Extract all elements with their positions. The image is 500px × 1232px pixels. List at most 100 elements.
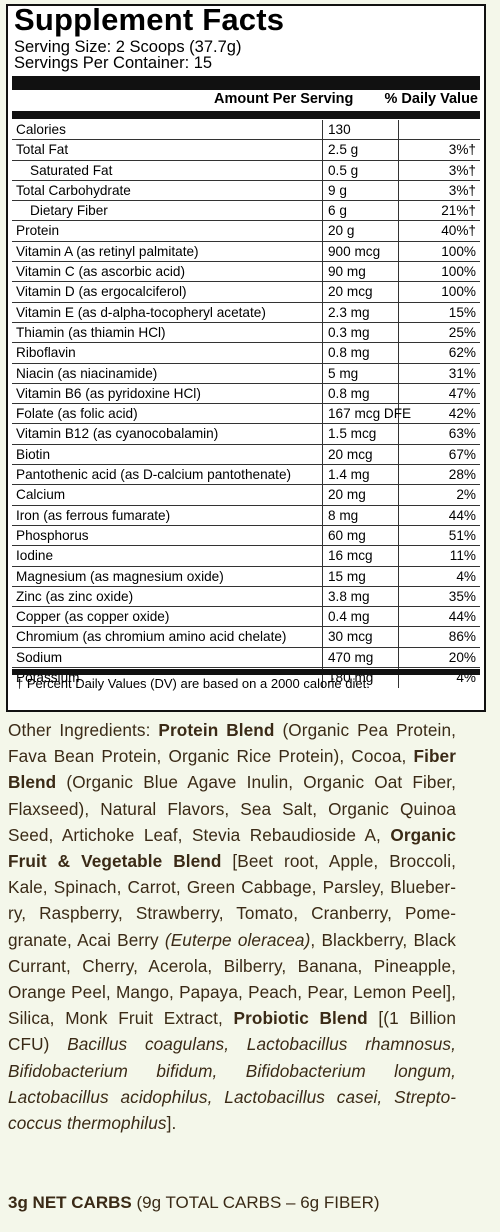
ingredient-text: [(1 Billion CFU) <box>8 1008 456 1055</box>
nutrient-daily-value: 3%† <box>448 162 476 178</box>
ingredient-text: [Beet root, Apple, Broccoli, Kale, Spina… <box>8 851 457 950</box>
nutrient-amount: 20 mcg <box>328 284 373 300</box>
nutrient-daily-value: 100% <box>441 243 476 259</box>
nutrient-amount: 90 mg <box>328 264 366 280</box>
nutrient-row: Zinc (as zinc oxide) 3.8 mg 35% <box>12 587 480 608</box>
nutrient-amount: 1.5 mcg <box>328 426 377 442</box>
nutrient-amount: 60 mg <box>328 527 366 543</box>
nutrient-daily-value: 42% <box>448 406 476 422</box>
nutrient-name: Total Fat <box>16 142 69 158</box>
nutrient-daily-value: 4% <box>456 568 476 584</box>
ingredient-blend-name: Protein Blend <box>158 720 275 740</box>
nutrient-name: Iron (as ferrous fumarate) <box>16 507 171 523</box>
nutrient-amount: 0.3 mg <box>328 324 370 340</box>
nutrient-amount: 9 g <box>328 182 347 198</box>
nutrient-daily-value: 67% <box>448 446 476 462</box>
nutrient-row: Sodium 470 mg 20% <box>12 648 480 669</box>
nutrient-name: Folate (as folic acid) <box>16 406 138 422</box>
ingredient-blend-name: Fiber Blend <box>8 746 456 793</box>
nutrient-row: Vitamin C (as ascorbic acid) 90 mg 100% <box>12 262 480 283</box>
nutrient-amount: 470 mg <box>328 649 374 665</box>
nutrient-amount: 5 mg <box>328 365 359 381</box>
ingredient-text: (Organic Pea Protein, Fava Bean Protein,… <box>8 720 456 767</box>
thick-divider <box>12 76 480 90</box>
nutrient-daily-value: 40%† <box>441 223 476 239</box>
nutrient-name: Biotin <box>16 446 51 462</box>
nutrient-daily-value: 3%† <box>448 142 476 158</box>
nutrient-daily-value: 44% <box>448 507 476 523</box>
nutrient-row: Vitamin A (as retinyl palmitate) 900 mcg 1… <box>12 242 480 263</box>
nutrient-daily-value: 15% <box>448 304 476 320</box>
nutrient-daily-value: 86% <box>448 629 476 645</box>
nutrient-amount: 0.8 mg <box>328 385 370 401</box>
nutrient-name: Sodium <box>16 649 63 665</box>
ingredient-blend-name: Probiotic Blend <box>233 1008 368 1029</box>
nutrient-row: Riboflavin 0.8 mg 62% <box>12 343 480 364</box>
nutrient-daily-value: 51% <box>448 527 476 543</box>
nutrient-amount: 30 mcg <box>328 629 373 645</box>
nutrient-name: Copper (as copper oxide) <box>16 609 170 625</box>
servings-per-container: Servings Per Container: 15 <box>14 54 213 72</box>
nutrient-daily-value: 28% <box>448 467 476 483</box>
nutrient-name: Chromium (as chromium amino acid chelate… <box>16 629 287 645</box>
nutrient-daily-value: 100% <box>441 264 476 280</box>
nutrient-row: Vitamin E (as d-alpha-tocopheryl acetate… <box>12 303 480 323</box>
nutrient-amount: 1.4 mg <box>328 467 370 483</box>
footnote: † Percent Daily Values (DV) are based on… <box>16 676 370 691</box>
nutrient-name: Vitamin B12 (as cyanocobalamin) <box>16 426 219 442</box>
ingredient-species: Bacillus coagulans, Lactobacillus rhamno… <box>8 1034 457 1134</box>
net-carbs-detail: (9g TOTAL CARBS – 6g FIBER) <box>131 1193 380 1212</box>
nutrient-daily-value: 47% <box>448 385 476 401</box>
nutrient-amount: 0.8 mg <box>328 345 370 361</box>
nutrient-name: Calcium <box>16 487 66 503</box>
nutrient-row: Calories 130 <box>12 120 480 141</box>
bottom-divider <box>12 669 480 675</box>
serving-size: Serving Size: 2 Scoops (37.7g) <box>14 38 242 56</box>
nutrient-amount: 0.4 mg <box>328 609 370 625</box>
nutrient-name: Vitamin B6 (as pyridoxine HCl) <box>16 385 201 401</box>
other-ingredients: Other Ingredients: Protein Blend (Organi… <box>8 717 456 1136</box>
nutrient-daily-value: 3%† <box>448 182 476 198</box>
nutrient-name: Protein <box>16 223 60 239</box>
nutrient-row: Total Carbohydrate 9 g 3%† <box>12 181 480 202</box>
nutrient-row: Total Fat 2.5 g 3%† <box>12 140 480 161</box>
nutrient-daily-value: 25% <box>448 324 476 340</box>
nutrient-daily-value: 20% <box>448 649 476 665</box>
supplement-facts-panel: Supplement Facts Serving Size: 2 Scoops … <box>6 2 486 712</box>
column-divider <box>322 120 323 689</box>
daily-value-header: % Daily Value <box>384 91 479 107</box>
nutrient-row: Folate (as folic acid) 167 mcg DFE 42% <box>12 404 480 425</box>
nutrient-amount: 0.5 g <box>328 162 359 178</box>
nutrient-amount: 167 mcg DFE <box>328 406 412 422</box>
column-divider <box>398 120 399 689</box>
nutrient-daily-value: 35% <box>448 588 476 604</box>
nutrient-name: Total Carbohydrate <box>16 182 131 198</box>
nutrient-amount: 16 mcg <box>328 548 373 564</box>
nutrient-name: Niacin (as niacinamide) <box>16 365 158 381</box>
nutrient-name: Phosphorus <box>16 527 89 543</box>
nutrient-daily-value: 31% <box>448 365 476 381</box>
nutrient-row: Thiamin (as thiamin HCl) 0.3 mg 25% <box>12 323 480 344</box>
nutrient-row: Niacin (as niacinamide) 5 mg 31% <box>12 364 480 384</box>
ingredient-text: Other Ingredients: <box>8 720 159 740</box>
nutrient-name: Magnesium (as magnesium oxide) <box>16 568 224 584</box>
ingredient-blend-name: Organic Fruit & Vegetable Blend <box>8 824 456 872</box>
nutrient-row: Calcium 20 mg 2% <box>12 485 480 506</box>
nutrient-amount: 20 mg <box>328 487 366 503</box>
nutrient-name: Vitamin E (as d-alpha-tocopheryl acetate… <box>16 304 266 320</box>
nutrient-row: Phosphorus 60 mg 51% <box>12 526 480 547</box>
nutrient-row: Protein 20 g 40%† <box>12 221 480 242</box>
nutrient-row: Biotin 20 mcg 67% <box>12 445 480 466</box>
net-carbs: 3g NET CARBS (9g TOTAL CARBS – 6g FIBER) <box>8 1193 380 1213</box>
nutrient-amount: 20 mcg <box>328 446 373 462</box>
nutrient-daily-value: 100% <box>441 284 476 300</box>
nutrient-daily-value: 11% <box>449 548 476 564</box>
nutrient-name: Iodine <box>16 548 54 564</box>
nutrient-table: Calories 130 Total Fat 2.5 g 3%† Saturated Fa… <box>12 120 480 689</box>
nutrient-amount: 2.5 g <box>328 142 359 158</box>
nutrient-row: Saturated Fat 0.5 g 3%† <box>12 161 480 181</box>
amount-header: Amount Per Serving <box>214 91 354 107</box>
nutrient-row: Vitamin D (as ergocalciferol) 20 mcg 100% <box>12 282 480 303</box>
nutrient-amount: 3.8 mg <box>328 588 370 604</box>
nutrient-name: Calories <box>16 122 66 137</box>
